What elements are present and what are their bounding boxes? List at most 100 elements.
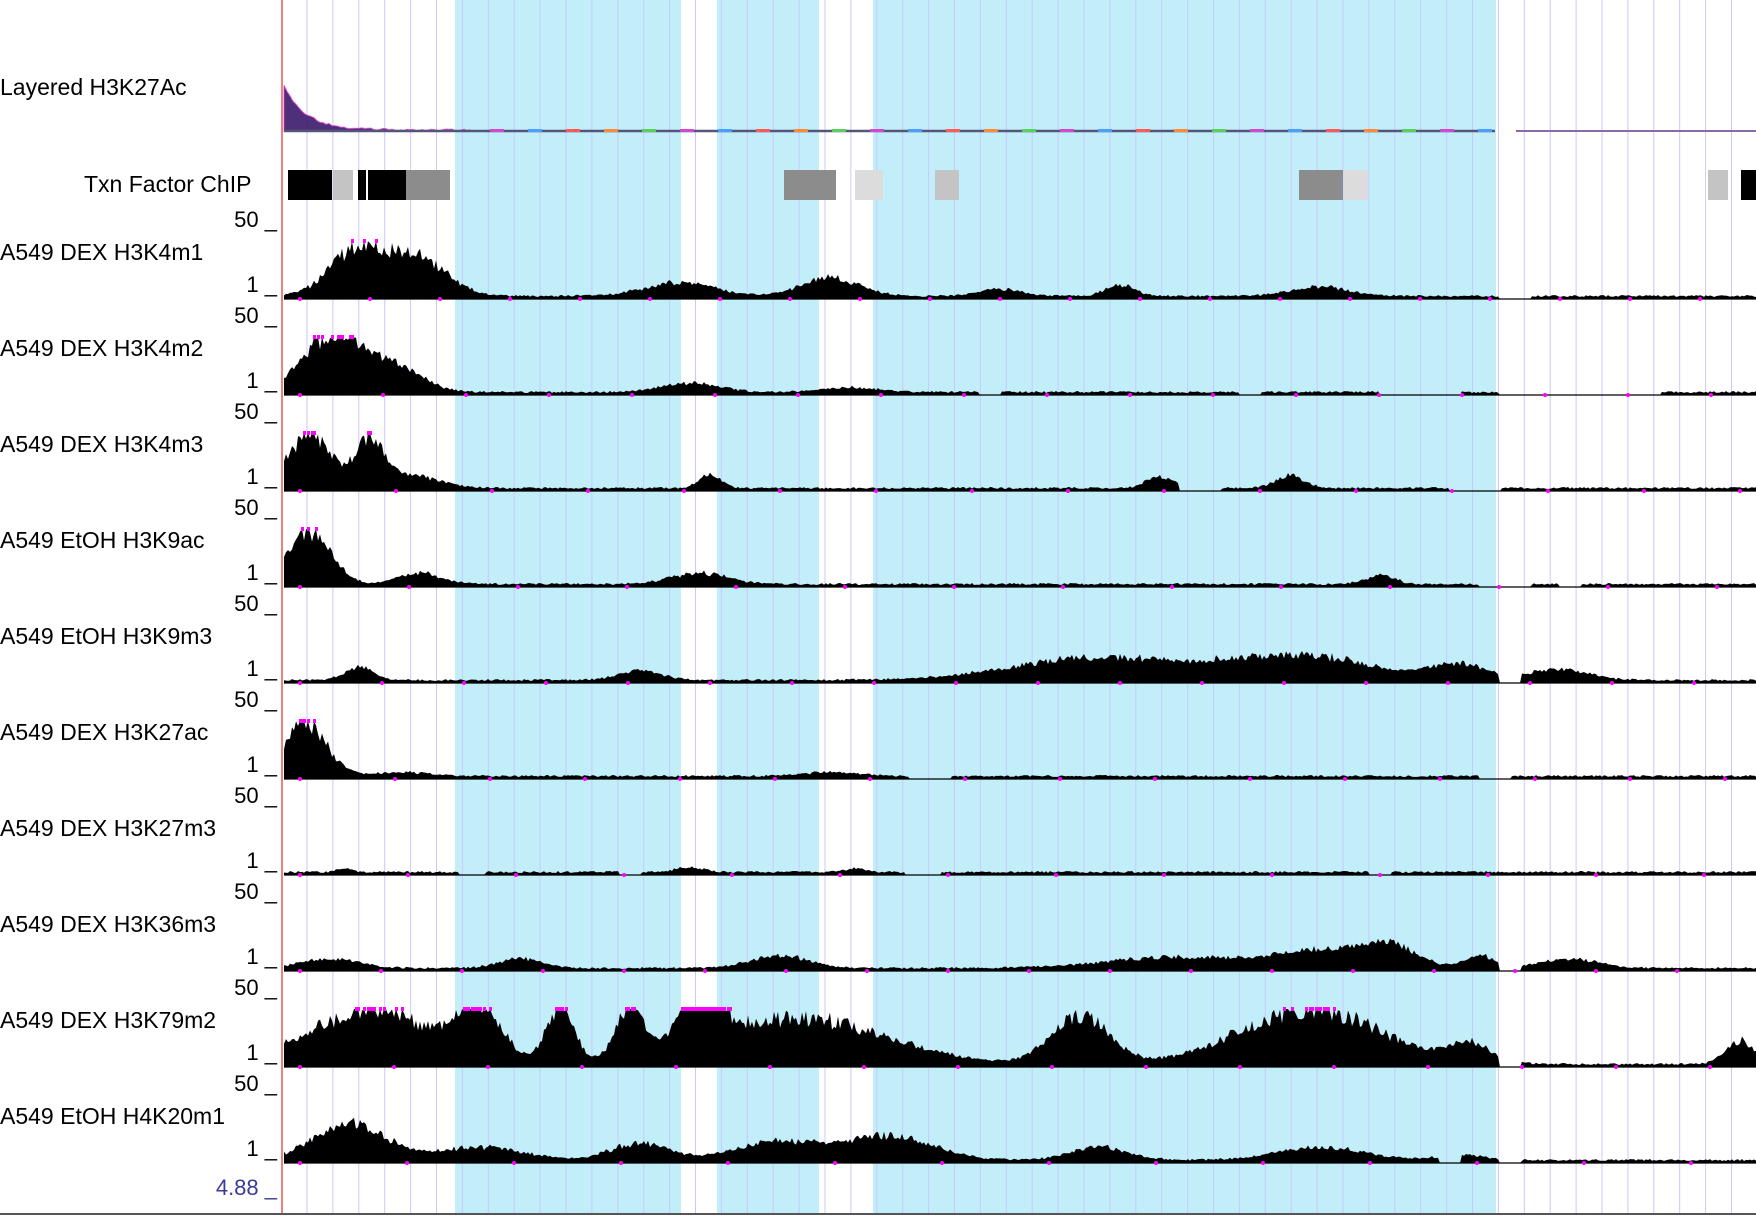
baseline-dot [773,777,777,781]
layered-color-tick [794,129,808,132]
baseline-dot [298,1065,302,1069]
signal-track-label[interactable]: A549 DEX H3K27m3 [0,815,216,841]
track-max-scale: 50 _ [234,208,277,232]
baseline-dot [1513,969,1517,973]
clip-marker [467,1007,470,1011]
baseline-dot [1692,681,1696,685]
clip-marker [1283,1007,1286,1011]
track-min-scale: 1 _ [246,657,277,681]
baseline-dot [394,489,398,493]
track-max-scale: 50 _ [234,880,277,904]
baseline-dot [1261,1161,1265,1165]
baseline-dot [1497,585,1501,589]
baseline-dot [514,873,518,877]
clip-marker [483,1007,486,1011]
baseline-dot [368,297,372,301]
baseline-dot [1343,777,1347,781]
signal-track-label[interactable]: A549 DEX H3K4m1 [0,239,203,265]
signal-track-label[interactable]: A549 DEX H3K36m3 [0,911,216,937]
baseline-dot [488,777,492,781]
baseline-dot [1066,489,1070,493]
baseline-dot [298,777,302,781]
baseline-dot [298,489,302,493]
track-min-scale: 1 _ [246,465,277,489]
layered-color-tick [1288,129,1302,132]
baseline-dot [1162,489,1166,493]
baseline-dot [1594,873,1598,877]
track-min-scale: 1 _ [246,273,277,297]
layered-color-tick [1174,129,1188,132]
baseline-dot [1368,1161,1372,1165]
signal-track-label[interactable]: A549 DEX H3K4m2 [0,335,203,361]
baseline-dot [380,681,384,685]
clip-marker [369,431,372,435]
baseline-dot [407,585,411,589]
signal-track-label[interactable]: A549 DEX H3K27ac [0,719,208,745]
txn-factor-cluster [855,170,883,200]
clip-marker [565,1007,568,1011]
baseline-dot [578,297,582,301]
baseline-dot [1614,1065,1618,1069]
signal-track-label[interactable]: A549 DEX H3K4m3 [0,431,203,457]
baseline-dot [1642,489,1646,493]
baseline-dot [1364,681,1368,685]
layered-h3k27ac-label[interactable]: Layered H3K27Ac [0,74,187,100]
baseline-dot [1270,969,1274,973]
baseline-dot [1533,777,1537,781]
signal-track-label[interactable]: A549 EtOH H3K9m3 [0,623,212,649]
baseline-dot [956,1065,960,1069]
txn-factor-cluster [1299,170,1343,200]
signal-track-label[interactable]: A549 EtOH H4K20m1 [0,1103,225,1129]
track-min-scale: 1 _ [246,945,277,969]
layered-color-tick [1136,129,1150,132]
baseline-dot [1543,393,1547,397]
clip-marker [307,431,310,435]
baseline-dot [868,777,872,781]
baseline-dot [1628,777,1632,781]
baseline-dot [713,393,717,397]
layered-color-tick [1440,129,1454,132]
clip-marker [363,239,366,243]
baseline-dot [379,969,383,973]
clip-marker [301,527,304,531]
layered-color-tick [1022,129,1036,132]
baseline-dot [1528,681,1532,685]
baseline-dot [586,489,590,493]
baseline-dot [438,297,442,301]
track-max-scale: 50 _ [234,784,277,808]
baseline-dot [1154,1161,1158,1165]
track-min-scale: 1 _ [246,561,277,585]
baseline-dot [1738,489,1742,493]
baseline-dot [462,681,466,685]
signal-track-label[interactable]: A549 EtOH H3K9ac [0,527,205,553]
baseline-dot [768,1065,772,1069]
baseline-dot [392,1065,396,1069]
txn-factor-cluster [935,170,959,200]
baseline-dot [1208,297,1212,301]
baseline-dot [1546,489,1550,493]
baseline-dot [1354,489,1358,493]
layered-color-tick [642,129,656,132]
baseline-dot [1238,1065,1242,1069]
baseline-dot [1418,297,1422,301]
txn-factor-chip-label[interactable]: Txn Factor ChIP [84,171,251,197]
baseline-dot [1715,585,1719,589]
baseline-dot [622,969,626,973]
baseline-dot [1068,297,1072,301]
signal-track-label[interactable]: A549 DEX H3K79m2 [0,1007,216,1033]
track-max-scale: 50 _ [234,1072,277,1096]
baseline-dot [1709,393,1713,397]
clip-marker [383,1007,386,1011]
track-max-scale: 50 _ [234,496,277,520]
baseline-dot [833,1161,837,1165]
baseline-dot [1610,681,1614,685]
baseline-dot [678,777,682,781]
layered-color-tick [1098,129,1112,132]
layered-color-tick [908,129,922,132]
baseline-dot [1279,585,1283,589]
layered-color-tick [718,129,732,132]
track-max-scale: 50 _ [234,688,277,712]
clip-marker [351,335,354,339]
baseline-dot [1189,969,1193,973]
